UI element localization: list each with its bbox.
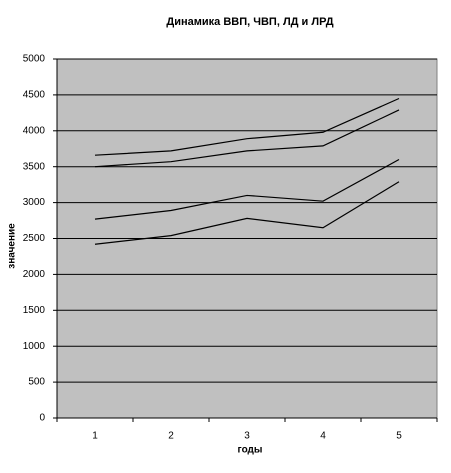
y-axis-label: значение <box>7 223 18 269</box>
y-tick-label: 4500 <box>23 90 46 101</box>
x-tick-label: 5 <box>396 431 402 442</box>
series-line <box>94 109 400 168</box>
y-tick-label: 4000 <box>23 125 46 136</box>
x-axis-label: годы <box>238 445 263 456</box>
y-tick-label: 2000 <box>23 269 46 280</box>
y-tick-label: 0 <box>39 413 45 424</box>
x-tick-label: 3 <box>244 431 250 442</box>
x-tick-label: 1 <box>92 431 98 442</box>
series-line <box>94 181 400 245</box>
x-tick-label: 4 <box>320 431 326 442</box>
y-tick-label: 1500 <box>23 305 46 316</box>
chart-title: Динамика ВВП, ЧВП, ЛД и ЛРД <box>166 16 333 28</box>
x-tick-label: 2 <box>168 431 174 442</box>
y-tick-label: 2500 <box>23 233 46 244</box>
y-tick-label: 5000 <box>23 54 46 65</box>
y-tick-label: 3500 <box>23 161 46 172</box>
y-tick-label: 1000 <box>23 341 46 352</box>
series-line <box>94 158 400 220</box>
y-tick-label: 500 <box>28 377 45 388</box>
y-tick-label: 3000 <box>23 197 46 208</box>
series-line <box>94 97 400 156</box>
